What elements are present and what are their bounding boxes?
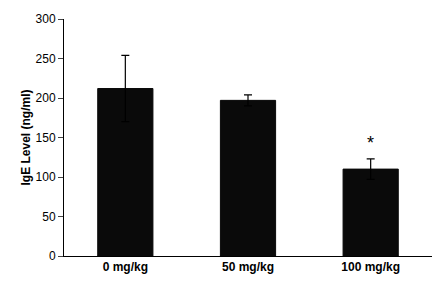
svg-text:100: 100 [36,170,56,184]
svg-text:50 mg/kg: 50 mg/kg [222,260,274,274]
svg-text:200: 200 [36,91,56,105]
svg-text:100 mg/kg: 100 mg/kg [341,260,400,274]
svg-text:300: 300 [36,12,56,26]
svg-text:0: 0 [49,249,56,263]
svg-text:*: * [367,133,374,153]
svg-text:250: 250 [36,52,56,66]
svg-text:50: 50 [42,210,56,224]
svg-text:0 mg/kg: 0 mg/kg [103,260,148,274]
svg-text:IgE Level (ng/ml): IgE Level (ng/ml) [19,89,33,185]
svg-text:150: 150 [36,131,56,145]
